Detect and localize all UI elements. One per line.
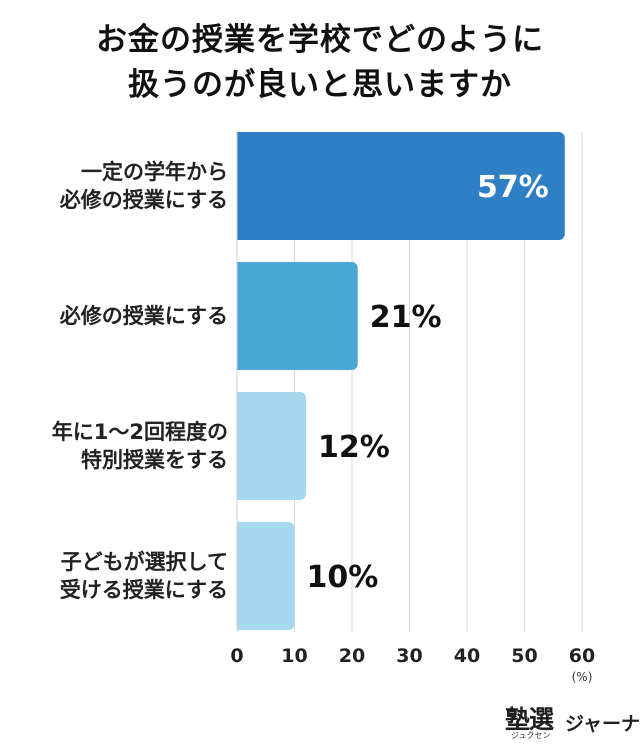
value-label: 12% [318,430,390,465]
x-tick-label: 30 [396,645,422,667]
value-label: 10% [307,560,379,595]
x-tick-label: 40 [454,645,480,667]
x-unit-label: (%) [572,670,593,684]
site-logo: 塾選 ジュクセン ジャーナル [505,700,640,744]
chart-title: お金の授業を学校でどのように 扱うのが良いと思いますか [0,18,640,108]
x-tick-label: 0 [230,645,243,667]
x-tick-label: 50 [511,645,537,667]
value-label: 21% [370,300,442,335]
bar [237,262,358,370]
title-line-2: 扱うのが良いと思いますか [128,67,512,103]
logo-kana: ジュクセン [511,731,551,740]
x-tick-label: 10 [281,645,307,667]
category-label: 子どもが選択して [61,550,228,574]
bar-left-edge [237,392,245,500]
bar-left-edge [237,132,245,240]
bar [237,522,295,630]
category-label: 受ける授業にする [60,578,228,602]
value-label: 57% [477,170,549,205]
category-label: 必修の授業にする [60,304,228,328]
logo-name: ジャーナル [565,713,640,735]
x-tick-label: 60 [569,645,595,667]
category-label: 必修の授業にする [60,188,228,212]
category-label: 一定の学年から [81,160,228,184]
category-label: 年に1〜2回程度の [52,420,228,444]
bar [237,392,306,500]
category-label: 特別授業をする [81,448,228,472]
x-tick-label: 20 [339,645,365,667]
bar-left-edge [237,262,245,370]
bar-left-edge [237,522,245,630]
bar [237,132,565,240]
title-line-1: お金の授業を学校でどのように [96,22,544,58]
logo-mark: 塾選 [505,705,554,734]
